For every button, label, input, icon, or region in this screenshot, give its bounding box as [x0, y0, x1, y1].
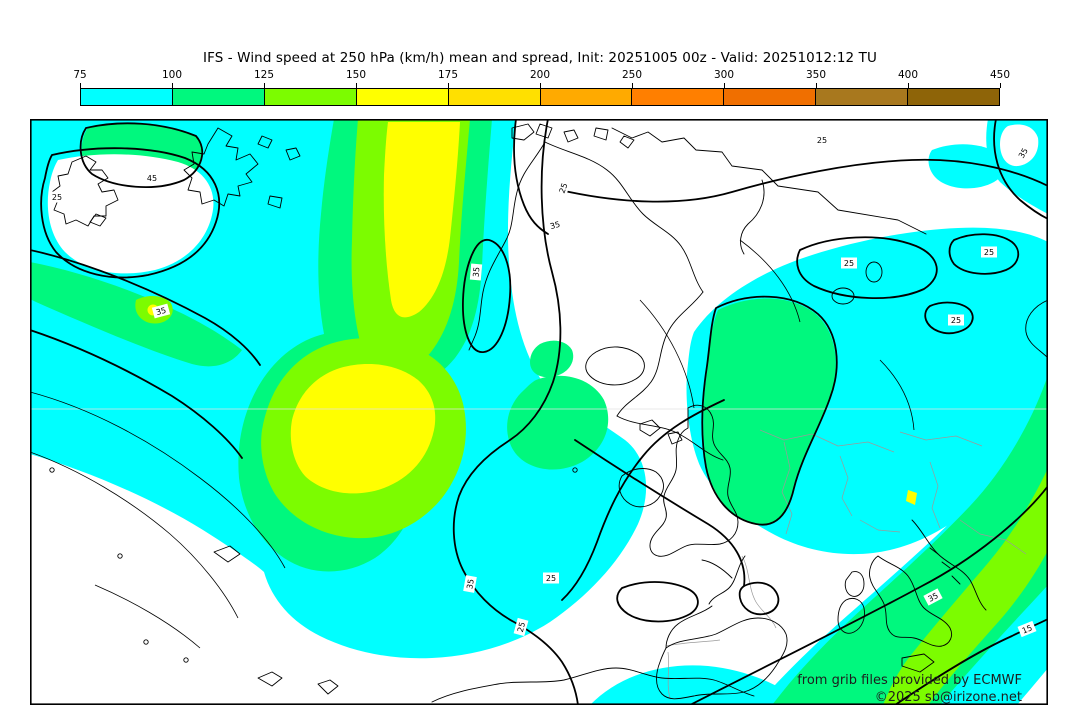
- svg-text:35: 35: [465, 578, 476, 590]
- colorbar-tick-mark: [80, 83, 81, 88]
- svg-text:25: 25: [52, 193, 62, 202]
- colorbar-tick-mark: [816, 83, 817, 88]
- colorbar-tick-label: 200: [529, 69, 551, 81]
- colorbar-tick-mark: [264, 83, 265, 88]
- credit-line-1: from grib files provided by ECMWF: [797, 673, 1022, 688]
- svg-text:25: 25: [951, 316, 961, 325]
- svg-text:35: 35: [472, 267, 482, 278]
- colorbar-tick-label: 75: [73, 69, 87, 81]
- credit-line-2: ©2025 sb@irizone.net: [875, 690, 1022, 705]
- thin-contours: [30, 239, 915, 649]
- contour-label: 25: [543, 572, 559, 584]
- svg-text:15: 15: [1021, 623, 1034, 635]
- colorbar-tick-label: 150: [345, 69, 367, 81]
- contour-label: 25: [948, 314, 964, 326]
- weather-map: 25 45 35 25 35 35 25 25 35 25 25 35 25 25 35 15 from gr…: [30, 119, 1048, 705]
- contour-label: 45: [144, 172, 160, 184]
- colorbar-segment: [816, 89, 909, 105]
- colorbar-tick-label: 300: [713, 69, 735, 81]
- colorbar-tick-mark: [356, 83, 357, 88]
- colorbar-segment: [908, 89, 1000, 105]
- contour-label: 35: [1014, 143, 1032, 163]
- coastlines: [49, 123, 1048, 703]
- colorbar: 75 100 125 150 175 200 250 300 350 400 450: [0, 0, 1080, 110]
- colorbar-tick-label: 400: [897, 69, 919, 81]
- contour-label: 25: [841, 257, 857, 269]
- map-svg: 25 45 35 25 35 35 25 25 35 25 25 35 25 25 35 15 from gr…: [30, 119, 1048, 705]
- colorbar-tick-label: 450: [989, 69, 1011, 81]
- colorbar-tick-mark: [172, 83, 173, 88]
- colorbar-tick-mark: [632, 83, 633, 88]
- svg-text:25: 25: [984, 248, 994, 257]
- colorbar-tick-label: 175: [437, 69, 459, 81]
- colorbar-tick-mark: [540, 83, 541, 88]
- svg-text:25: 25: [546, 574, 556, 583]
- contour-label: 35: [545, 217, 565, 233]
- contour-label: 35: [923, 588, 943, 606]
- colorbar-segment: [540, 89, 633, 105]
- colorbar-segment: [172, 89, 265, 105]
- contour-labels: 25 45 35 25 35 35 25 25 35 25 25 35 25 25 35 15: [49, 134, 1037, 638]
- contour-label: 35: [463, 575, 477, 593]
- contour-label: 25: [814, 134, 830, 146]
- svg-text:35: 35: [155, 306, 167, 317]
- colorbar-tick-label: 250: [621, 69, 643, 81]
- colorbar-tick-label: 125: [253, 69, 275, 81]
- svg-text:25: 25: [557, 182, 569, 195]
- page-title: IFS - Wind speed at 250 hPa (km/h) mean …: [203, 50, 877, 66]
- contour-label: 35: [469, 263, 483, 281]
- svg-text:35: 35: [549, 220, 561, 231]
- colorbar-tick-mark: [908, 83, 909, 88]
- colorbar-tick-label: 100: [161, 69, 183, 81]
- fill-band-150-175: [147, 122, 917, 505]
- colorbar-tick-mark: [1000, 83, 1001, 88]
- colorbar-segment: [448, 89, 541, 105]
- svg-text:35: 35: [1017, 147, 1030, 160]
- svg-text:25: 25: [516, 621, 527, 633]
- svg-text:35: 35: [927, 591, 940, 604]
- contour-label: 25: [513, 617, 529, 637]
- colorbar-segment: [724, 89, 817, 105]
- colorbar-segment: [264, 89, 357, 105]
- contour-label: 25: [981, 246, 997, 258]
- svg-text:45: 45: [147, 174, 157, 183]
- svg-text:25: 25: [844, 259, 854, 268]
- colorbar-scale: [80, 88, 1000, 106]
- spread-contours: [30, 119, 1048, 705]
- colorbar-tick-label: 350: [805, 69, 827, 81]
- colorbar-tick-mark: [448, 83, 449, 88]
- colorbar-segment: [81, 89, 173, 105]
- svg-text:25: 25: [817, 136, 827, 145]
- map-border: [30, 119, 1048, 705]
- contour-label: 15: [1017, 620, 1037, 638]
- colorbar-tick-mark: [724, 83, 725, 88]
- contour-label: 35: [151, 303, 171, 319]
- contour-label: 25: [49, 191, 65, 203]
- contour-label: 25: [555, 178, 571, 198]
- colorbar-segment: [356, 89, 449, 105]
- colorbar-segment: [632, 89, 725, 105]
